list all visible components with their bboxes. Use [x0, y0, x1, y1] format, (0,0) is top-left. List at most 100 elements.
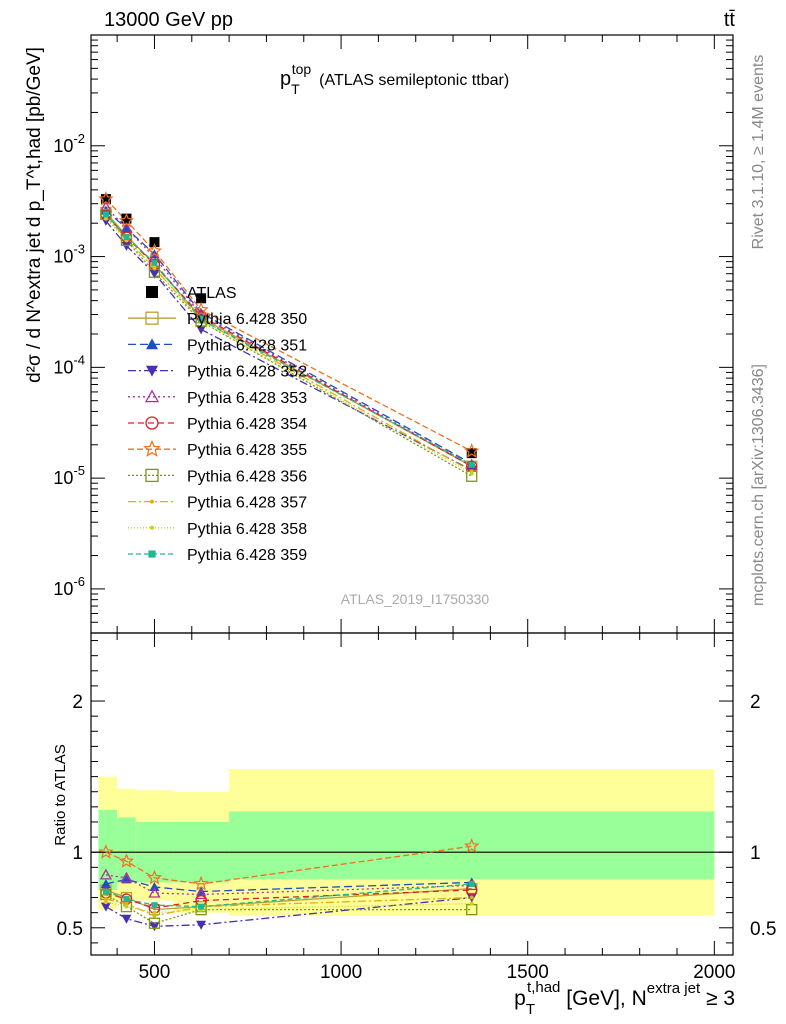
- ratio-point-7-4: [469, 895, 474, 900]
- x-tick-label: 500: [139, 962, 171, 983]
- ratio-point-1-2: [149, 881, 160, 891]
- main-line-6: [105, 198, 473, 452]
- x-tick-label: 1000: [320, 962, 362, 983]
- legend-marker-2: [146, 338, 158, 350]
- main-point-10-1: [123, 234, 130, 241]
- legend-marker-9: [150, 525, 154, 530]
- mcplots-label: mcplots.cern.ch [arXiv:1306.3436]: [750, 364, 767, 606]
- x-axis-label: pTt,had [GeV], Nextra jet ≥ 3: [514, 979, 735, 1018]
- main-line-9: [105, 218, 473, 475]
- main-title: pTtop (ATLAS semileptonic ttbar): [280, 61, 509, 97]
- legend-marker-7: [145, 468, 159, 483]
- ratio-point-7-1: [124, 901, 129, 906]
- main-point-3-1: [121, 241, 132, 251]
- ratio-point-8-1: [124, 904, 129, 909]
- ratio-point-2-0: [100, 902, 111, 912]
- ratio-point-2-1: [121, 914, 132, 924]
- ratio-point-7-0: [103, 897, 108, 902]
- main-point-0-4: [466, 448, 477, 459]
- legend-label-9: Pythia 6.428 358: [187, 521, 307, 538]
- ratio-point-1-1: [121, 874, 132, 884]
- legend-marker-8: [150, 499, 154, 504]
- legend-label-6: Pythia 6.428 355: [187, 442, 307, 459]
- xlabel-mid: [GeV], N: [560, 987, 646, 1010]
- ratio-curves: [98, 838, 480, 932]
- legend-marker-4: [144, 389, 160, 403]
- ratio-ylabel: Ratio to ATLAS: [52, 744, 69, 845]
- ratio-line-8: [105, 901, 472, 914]
- ratio-ytick-label-right: 2: [750, 692, 761, 713]
- main-point-9-0: [103, 216, 108, 221]
- legend-label-10: Pythia 6.428 359: [187, 547, 307, 564]
- main-point-6-2: [146, 243, 163, 258]
- ratio-axes: 0.5 0.5 1 1 2 2 500 1000 1500 2000: [57, 632, 776, 983]
- ratio-line-6: [105, 893, 472, 925]
- ratio-frame: [90, 632, 734, 956]
- ratio-line-5: [105, 845, 472, 885]
- analysis-id: ATLAS_2019_I1750330: [341, 591, 490, 607]
- main-point-2-1: [121, 223, 132, 233]
- main-point-10-0: [102, 211, 109, 218]
- ratio-point-9-3: [198, 903, 205, 910]
- ratio-point-3-2: [148, 886, 161, 898]
- legend-marker-3: [146, 365, 158, 377]
- main-point-3-2: [149, 269, 160, 279]
- legend-label-5: Pythia 6.428 354: [187, 416, 307, 433]
- ratio-point-5-2: [146, 869, 163, 885]
- legend-label-0: ATLAS: [187, 285, 237, 302]
- ratio-point-8-2: [152, 910, 157, 915]
- ratio-ytick-label-left: 2: [72, 692, 83, 713]
- xlabel-rest: ≥ 3: [700, 987, 735, 1010]
- main-point-0-1: [121, 213, 132, 224]
- legend-marker-1: [145, 311, 159, 325]
- legend-label-7: Pythia 6.428 356: [187, 468, 307, 485]
- ratio-point-9-2: [151, 902, 158, 909]
- ratio-ytick-label-right: 0.5: [750, 919, 776, 940]
- main-point-10-2: [151, 259, 158, 266]
- x-tick-label: 1500: [507, 962, 549, 983]
- header-left: 13000 GeV pp: [104, 9, 233, 31]
- ratio-bands: [91, 769, 733, 916]
- main-ytick-label: 10-4: [53, 352, 85, 377]
- main-point-3-3: [196, 325, 207, 335]
- legend-label-2: Pythia 6.428 351: [187, 337, 307, 354]
- xlabel-sub: T: [526, 1001, 535, 1018]
- main-point-10-3: [198, 316, 205, 323]
- legend-label-3: Pythia 6.428 352: [187, 364, 307, 381]
- ratio-point-9-4: [468, 880, 475, 887]
- ratio-line-0: [105, 887, 472, 911]
- title-base: p: [280, 68, 291, 90]
- legend-marker-5: [145, 416, 159, 430]
- main-ytick-label: 10-2: [53, 131, 85, 156]
- ratio-point-2-2: [149, 922, 160, 932]
- legend-marker-6: [143, 439, 161, 457]
- legend: ATLAS Pythia 6.428 350 Pythia 6.428 351 Pyt…: [128, 285, 307, 564]
- main-point-0-0: [100, 194, 111, 205]
- ratio-ytick-label-left: 1: [72, 843, 83, 864]
- legend-label-4: Pythia 6.428 353: [187, 390, 307, 407]
- main-point-0-3: [196, 293, 207, 304]
- ratio-point-9-0: [102, 888, 109, 895]
- ratio-point-1-0: [100, 878, 111, 888]
- title-sup: top: [292, 61, 312, 77]
- ratio-point-3-1: [120, 871, 133, 883]
- main-point-6-0: [98, 191, 114, 206]
- xlabel-base: p: [514, 987, 526, 1010]
- ratio-point-3-0: [99, 868, 113, 880]
- ratio-point-9-1: [123, 896, 130, 903]
- ratio-point-8-4: [469, 901, 474, 906]
- legend-label-8: Pythia 6.428 357: [187, 495, 307, 512]
- legend-label-1: Pythia 6.428 350: [187, 311, 307, 328]
- xlabel-sup2: extra jet: [647, 980, 701, 997]
- legend-marker-10: [148, 550, 156, 558]
- main-point-9-4: [469, 471, 474, 476]
- main-point-0-2: [149, 237, 160, 248]
- main-point-10-4: [468, 461, 475, 468]
- ratio-point-5-1: [118, 853, 135, 868]
- legend-marker-0: [146, 286, 158, 298]
- main-ytick-label: 10-6: [53, 574, 85, 599]
- main-ytick-label: 10-5: [53, 463, 85, 488]
- ratio-point-3-3: [195, 888, 208, 900]
- title-sub: T: [291, 81, 300, 97]
- main-plot-curves: [98, 191, 480, 482]
